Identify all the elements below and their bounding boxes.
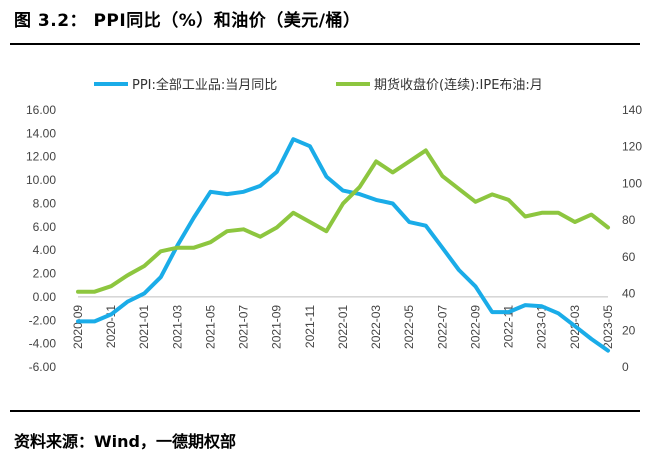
figure-title: 图 3.2： PPI同比（%）和油价（美元/桶）	[14, 11, 361, 31]
y-axis-right: 0 20 40 60 80 100 120 140	[622, 103, 642, 374]
series-line-ipe-brent	[76, 148, 610, 294]
y-left-tick-label: 16.00	[26, 103, 56, 117]
y-right-tick-label: 40	[622, 287, 636, 301]
x-tick-label: 2022-05	[402, 305, 416, 349]
y-right-tick-label: 20	[622, 323, 636, 337]
x-tick-label: 2021-09	[270, 305, 284, 349]
x-tick-label: 2022-03	[369, 305, 383, 349]
y-left-tick-label: 10.00	[26, 173, 56, 187]
y-right-tick-label: 140	[622, 103, 642, 117]
chart-legend: PPI:全部工业品:当月同比 期货收盘价(连续):IPE布油:月	[94, 77, 543, 93]
y-right-tick-label: 0	[622, 360, 629, 374]
y-left-tick-label: 8.00	[33, 196, 57, 210]
top-rule	[10, 43, 640, 45]
y-right-tick-label: 60	[622, 250, 636, 264]
bottom-rule	[10, 410, 640, 412]
x-tick-label: 2021-03	[170, 305, 184, 349]
y-left-tick-label: -2.00	[29, 313, 57, 327]
x-tick-label: 2021-05	[204, 305, 218, 349]
series-lines	[76, 137, 610, 353]
legend-label: 期货收盘价(连续):IPE布油:月	[374, 77, 543, 93]
x-tick-label: 2020-09	[71, 305, 85, 349]
y-left-tick-label: -6.00	[29, 360, 57, 374]
x-tick-label: 2022-07	[435, 305, 449, 349]
source-note: 资料来源：Wind，一德期权部	[14, 432, 236, 451]
y-left-tick-label: 4.00	[33, 243, 57, 257]
y-left-tick-label: -4.00	[29, 337, 57, 351]
y-right-tick-label: 100	[622, 176, 642, 190]
series-line-ppi-yoy	[76, 137, 610, 353]
y-left-tick-label: 14.00	[26, 126, 56, 140]
x-tick-label: 2021-07	[237, 305, 251, 349]
x-tick-label: 2022-01	[336, 305, 350, 349]
legend-label: PPI:全部工业品:当月同比	[132, 77, 277, 93]
x-tick-label: 2023-01	[535, 305, 549, 349]
y-left-tick-label: 12.00	[26, 150, 56, 164]
x-tick-label: 2021-11	[303, 305, 317, 348]
x-tick-label: 2022-11	[502, 305, 516, 348]
y-left-tick-label: 0.00	[33, 290, 57, 304]
y-right-tick-label: 120	[622, 140, 642, 154]
line-chart: PPI:全部工业品:当月同比 期货收盘价(连续):IPE布油:月 -6.00 -4.…	[26, 77, 642, 374]
y-axis-left: -6.00 -4.00 -2.00 0.00 2.00 4.00 6.00 8.00 10.00…	[26, 103, 56, 374]
x-tick-label: 2021-01	[137, 305, 151, 349]
y-left-tick-label: 2.00	[33, 267, 57, 281]
x-tick-label: 2023-05	[601, 305, 615, 349]
x-tick-label: 2022-09	[469, 305, 483, 349]
y-left-tick-label: 6.00	[33, 220, 57, 234]
y-right-tick-label: 80	[622, 213, 636, 227]
